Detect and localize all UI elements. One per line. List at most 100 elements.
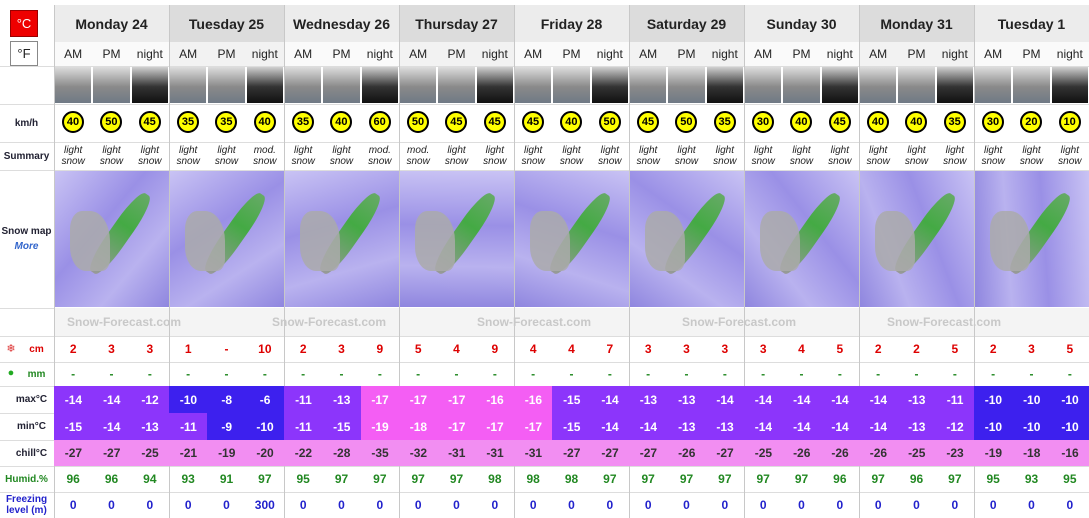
snow-value: 1	[184, 342, 192, 356]
day-separator	[974, 5, 975, 518]
humidity-value: 97	[948, 472, 962, 486]
watermark-bar	[514, 308, 629, 336]
period-row-bg	[169, 42, 284, 66]
rain-value: -	[607, 367, 612, 381]
chill-temp: -26	[820, 440, 860, 466]
snow-value: 3	[108, 342, 115, 356]
rain-value: -	[377, 367, 382, 381]
min-temp: -14	[859, 413, 898, 440]
rain-value: -	[71, 367, 76, 381]
period-label: night	[941, 47, 968, 61]
chill-temp: -20	[245, 440, 285, 466]
rain-value: -	[301, 367, 306, 381]
period-label: night	[826, 47, 853, 61]
min-temp: -15	[552, 413, 592, 440]
chill-temp: -28	[322, 440, 362, 466]
period-label: AM	[639, 47, 658, 61]
max-temp: -16	[514, 386, 553, 413]
max-temp: -13	[667, 386, 707, 413]
map-land	[875, 211, 915, 271]
wind-icon: 45	[828, 111, 851, 133]
chill-temp: -19	[974, 440, 1013, 466]
chill-temp: -35	[360, 440, 400, 466]
watermark-bar	[974, 308, 1089, 336]
snow-value: 4	[568, 342, 575, 356]
max-temp: -14	[92, 386, 132, 413]
row-line	[0, 104, 1089, 105]
rain-icon: ●	[7, 367, 15, 379]
freezing-value: 0	[606, 498, 614, 512]
summary: light snow	[713, 145, 737, 167]
max-temp: -11	[284, 386, 323, 413]
humidity-value: 95	[986, 472, 1000, 486]
max-temp: -10	[169, 386, 208, 413]
weather-icon	[898, 67, 935, 103]
freezing-value: 0	[721, 498, 729, 512]
freezing-value: 0	[529, 498, 537, 512]
snow-map	[975, 171, 1089, 307]
wind-icon: 40	[330, 111, 353, 133]
fahrenheit-button[interactable]: °F	[10, 41, 38, 66]
period-row-bg	[859, 42, 974, 66]
summary: mod. snow	[253, 145, 277, 167]
wind-icon: 30	[982, 111, 1004, 133]
humidity-value: 94	[143, 472, 157, 486]
freezing-value: 0	[1066, 498, 1074, 512]
summary: light snow	[329, 145, 354, 167]
freezing-value: 0	[223, 498, 230, 512]
freezing-value: 0	[338, 498, 345, 512]
humidity-value: 97	[373, 472, 387, 486]
weather-icon	[515, 67, 552, 103]
chill-label: chill°C	[15, 447, 48, 459]
weather-icon	[783, 67, 820, 103]
weather-icon	[285, 67, 322, 103]
day-header: Wednesday 26	[284, 5, 399, 42]
more-link[interactable]: More	[14, 240, 39, 252]
max-temp: -14	[859, 386, 898, 413]
row-line	[0, 336, 1089, 337]
period-row-bg	[974, 42, 1089, 66]
snow-value: 5	[951, 342, 959, 356]
snow-value: 3	[1028, 342, 1035, 356]
humidity-value: 98	[526, 472, 540, 486]
summary: light snow	[598, 145, 622, 167]
min-temp: -14	[92, 413, 132, 440]
summary: light snow	[789, 145, 814, 167]
period-label: PM	[447, 47, 466, 61]
chill-temp: -25	[130, 440, 170, 466]
snow-value: 7	[606, 342, 614, 356]
humidity-value: 97	[334, 472, 349, 486]
max-temp: -8	[207, 386, 247, 413]
period-label: night	[1056, 47, 1083, 61]
watermark: Snow-Forecast.com	[66, 315, 182, 329]
rain-label: mm	[27, 368, 46, 380]
period-row-bg	[744, 42, 859, 66]
wind-label: km/h	[14, 117, 39, 129]
wind-icon: 10	[1058, 111, 1081, 133]
min-temp: -17	[514, 413, 553, 440]
rain-value: -	[339, 367, 344, 381]
snow-value: 2	[913, 342, 920, 356]
period-label: night	[596, 47, 623, 61]
freezing-value: 0	[299, 498, 307, 512]
watermark-bar	[744, 308, 859, 336]
max-temp: -12	[130, 386, 170, 413]
row-line	[0, 170, 1089, 171]
wind-icon: 50	[675, 111, 698, 133]
snow-value: 2	[874, 342, 882, 356]
chill-temp: -18	[1012, 440, 1052, 466]
wind-icon: 40	[62, 111, 84, 133]
day-separator	[169, 5, 170, 518]
humidity-value: 96	[66, 472, 80, 486]
period-label: PM	[907, 47, 926, 61]
summary: mod. snow	[368, 145, 392, 167]
period-row-bg	[514, 42, 629, 66]
weather-icon	[323, 67, 360, 103]
humidity-value: 97	[718, 472, 732, 486]
freezing-value: 0	[798, 498, 805, 512]
celsius-button[interactable]: °C	[10, 10, 38, 37]
map-land	[185, 211, 225, 271]
day-header: Tuesday 1	[974, 5, 1089, 42]
chill-temp: -31	[475, 440, 515, 466]
max-temp: -17	[360, 386, 400, 413]
